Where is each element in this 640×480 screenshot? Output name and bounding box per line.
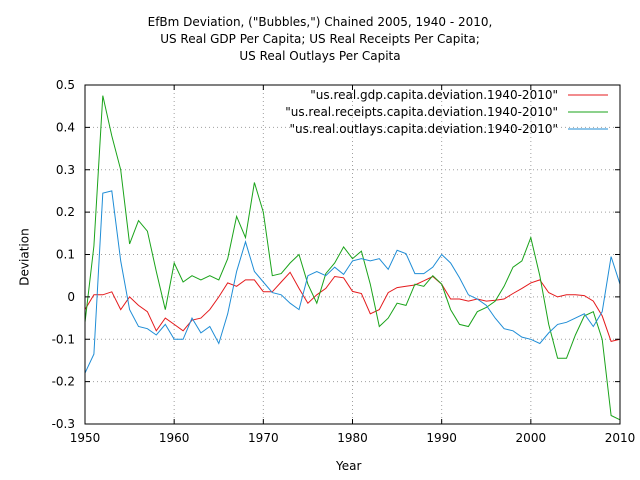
y-tick-label: 0.3 bbox=[56, 163, 75, 177]
series-lines bbox=[84, 95, 621, 421]
x-axis-label: Year bbox=[336, 459, 362, 473]
series-line-3 bbox=[84, 190, 621, 374]
x-tick-label: 2010 bbox=[605, 431, 636, 445]
legend: "us.real.gdp.capita.deviation.1940-2010"… bbox=[285, 88, 608, 136]
series-line-2 bbox=[84, 95, 621, 421]
series-line-1 bbox=[84, 271, 621, 342]
y-tick-label: -0.3 bbox=[52, 417, 75, 431]
y-tick-label: 0 bbox=[67, 290, 75, 304]
x-tick-label: 1970 bbox=[248, 431, 279, 445]
x-tick-label: 1960 bbox=[159, 431, 190, 445]
y-tick-label: -0.2 bbox=[52, 375, 75, 389]
y-tick-label: 0.1 bbox=[56, 248, 75, 262]
y-tick-label: 0.5 bbox=[56, 78, 75, 92]
legend-label-2: "us.real.receipts.capita.deviation.1940-… bbox=[285, 105, 558, 119]
chart-title-line-3: US Real Outlays Per Capita bbox=[239, 49, 401, 63]
legend-label-3: "us.real.outlays.capita.deviation.1940-2… bbox=[289, 122, 558, 136]
x-tick-label: 1980 bbox=[337, 431, 368, 445]
x-tick-label: 1950 bbox=[70, 431, 101, 445]
chart-title-line-2: US Real GDP Per Capita; US Real Receipts… bbox=[160, 32, 480, 46]
x-tick-label: 2000 bbox=[516, 431, 547, 445]
axis-ticks: 1950 1960 1970 1980 1990 2000 2010 -0.3 -0.2 -0.1… bbox=[52, 78, 636, 445]
y-tick-label: 0.4 bbox=[56, 120, 75, 134]
y-tick-label: 0.2 bbox=[56, 205, 75, 219]
y-tick-label: -0.1 bbox=[52, 332, 75, 346]
y-axis-label: Deviation bbox=[17, 228, 32, 286]
x-tick-label: 1990 bbox=[426, 431, 457, 445]
grid bbox=[85, 85, 620, 424]
legend-label-1: "us.real.gdp.capita.deviation.1940-2010" bbox=[310, 88, 558, 102]
chart-title-line-1: EfBm Deviation, ("Bubbles,") Chained 200… bbox=[147, 15, 493, 29]
